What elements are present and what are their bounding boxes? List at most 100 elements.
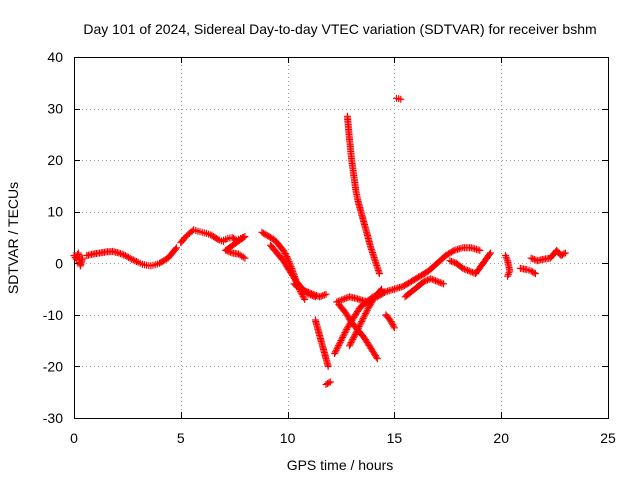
data-point	[462, 266, 470, 274]
data-point	[336, 297, 344, 305]
plot-frame	[74, 57, 609, 419]
data-point	[506, 267, 514, 275]
data-points	[70, 94, 569, 388]
data-point	[350, 334, 357, 342]
data-point	[281, 250, 289, 257]
data-point	[530, 255, 538, 263]
data-point	[502, 253, 510, 261]
data-point	[341, 329, 349, 337]
data-point	[306, 289, 314, 297]
data-point	[350, 332, 358, 340]
data-point	[430, 276, 438, 284]
y-tick-label: 20	[47, 152, 63, 168]
data-point	[459, 264, 467, 272]
grid-lines	[74, 57, 608, 418]
data-point	[335, 342, 343, 349]
data-point	[241, 254, 249, 262]
data-point	[361, 311, 369, 319]
data-point	[356, 321, 364, 329]
data-point	[355, 323, 363, 330]
data-point	[476, 246, 484, 254]
data-point	[117, 250, 124, 258]
data-point	[322, 290, 330, 298]
data-point	[325, 379, 333, 387]
data-point	[375, 270, 383, 278]
data-point	[239, 253, 247, 261]
data-point	[301, 295, 309, 303]
data-point	[352, 329, 360, 337]
data-point	[503, 255, 511, 263]
x-tick-label: 20	[493, 430, 509, 446]
data-point	[280, 248, 288, 256]
y-tick-label: 0	[55, 255, 63, 271]
data-point	[214, 235, 222, 243]
y-tick-label: 30	[47, 101, 63, 117]
data-point	[326, 378, 334, 386]
data-point	[129, 256, 137, 264]
tick-labels: 0 5 10 15 20 25 -30 -20 -10 0 10 20 30 40	[43, 49, 616, 446]
series-cross-flat	[333, 293, 373, 306]
data-point	[298, 286, 306, 294]
data-point	[283, 253, 291, 261]
data-point	[320, 291, 328, 299]
data-point	[390, 322, 397, 330]
data-point	[333, 298, 341, 306]
data-point	[303, 288, 311, 296]
series-steep-decay	[343, 112, 383, 278]
data-point	[342, 327, 350, 335]
x-tick-label: 10	[280, 430, 296, 446]
data-point	[397, 95, 405, 103]
data-point	[332, 346, 340, 354]
data-point	[339, 333, 347, 341]
data-point	[282, 251, 290, 259]
data-point	[560, 250, 568, 258]
data-point	[317, 292, 325, 300]
data-point	[279, 246, 287, 254]
data-point	[346, 342, 353, 350]
series-evening-low	[401, 275, 447, 301]
data-point	[364, 305, 372, 313]
data-point	[362, 308, 370, 316]
series-isolated-low	[322, 378, 334, 388]
axis-ticks	[74, 57, 609, 419]
series-dip	[311, 316, 332, 370]
data-point	[360, 313, 368, 321]
data-point	[337, 337, 345, 345]
data-point	[358, 316, 366, 324]
data-point	[373, 355, 381, 363]
data-point	[530, 269, 538, 277]
data-point	[486, 250, 493, 258]
data-point	[372, 353, 380, 361]
data-point	[387, 318, 395, 326]
series-outlier	[393, 94, 405, 103]
series-evening-mid	[446, 249, 494, 278]
data-point	[312, 292, 320, 299]
chart-title: Day 101 of 2024, Sidereal Day-to-day VTE…	[83, 21, 596, 37]
series-night-c	[527, 246, 569, 265]
data-point	[173, 244, 180, 252]
data-point	[389, 321, 397, 329]
data-point	[390, 324, 398, 332]
data-point	[335, 340, 343, 348]
series-night-a	[502, 252, 514, 280]
data-point	[338, 335, 346, 343]
data-point	[504, 272, 512, 280]
data-point	[354, 326, 362, 334]
data-point	[346, 340, 354, 348]
series-night-b	[516, 264, 539, 278]
series-early-morning	[83, 244, 180, 270]
y-tick-label: -10	[43, 307, 63, 323]
data-point	[561, 249, 569, 257]
series-evening-rise	[373, 244, 484, 301]
y-tick-label: 10	[47, 204, 63, 220]
data-point	[331, 348, 339, 356]
data-point	[386, 316, 394, 324]
data-point	[334, 343, 342, 351]
series-ridge-C	[290, 280, 330, 301]
data-point	[347, 339, 355, 347]
data-point	[331, 350, 339, 357]
x-tick-label: 5	[177, 430, 185, 446]
data-point	[309, 290, 317, 298]
data-point	[357, 319, 365, 327]
data-point	[284, 254, 292, 262]
